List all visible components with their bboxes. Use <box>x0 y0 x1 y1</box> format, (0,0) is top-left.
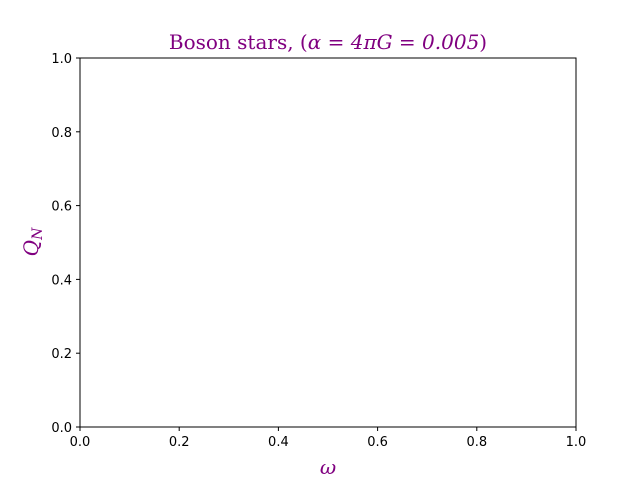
y-tick-label: 0.6 <box>51 200 72 215</box>
x-tick-label: 0.6 <box>367 435 388 450</box>
x-tick-label: 0.4 <box>268 435 289 450</box>
x-tick-label: 1.0 <box>566 435 587 450</box>
y-tick-label: 0.0 <box>51 421 72 436</box>
x-tick-label: 0.0 <box>70 435 91 450</box>
chart-title-prefix: Boson stars, ( <box>169 30 308 54</box>
y-axis-ticks: 0.0 0.2 0.4 0.6 0.8 1.0 <box>51 52 80 436</box>
y-tick-label: 0.2 <box>51 347 72 362</box>
y-axis-label-subscript: N <box>30 227 46 241</box>
chart-title-math: α = 4πG = 0.005 <box>308 30 480 54</box>
y-axis-label-main: Q <box>19 240 43 256</box>
x-axis-ticks: 0.0 0.2 0.4 0.6 0.8 1.0 <box>70 427 587 450</box>
y-axis-label: QN <box>19 227 46 256</box>
x-axis-label: ω <box>320 455 336 479</box>
x-tick-label: 0.8 <box>466 435 487 450</box>
y-tick-label: 0.4 <box>51 273 72 288</box>
chart-title-suffix: ) <box>479 30 487 54</box>
chart-title: Boson stars, (α = 4πG = 0.005) <box>169 30 487 54</box>
plot-area <box>79 57 577 428</box>
y-tick-label: 1.0 <box>51 52 72 67</box>
y-tick-label: 0.8 <box>51 126 72 141</box>
x-tick-label: 0.2 <box>169 435 190 450</box>
